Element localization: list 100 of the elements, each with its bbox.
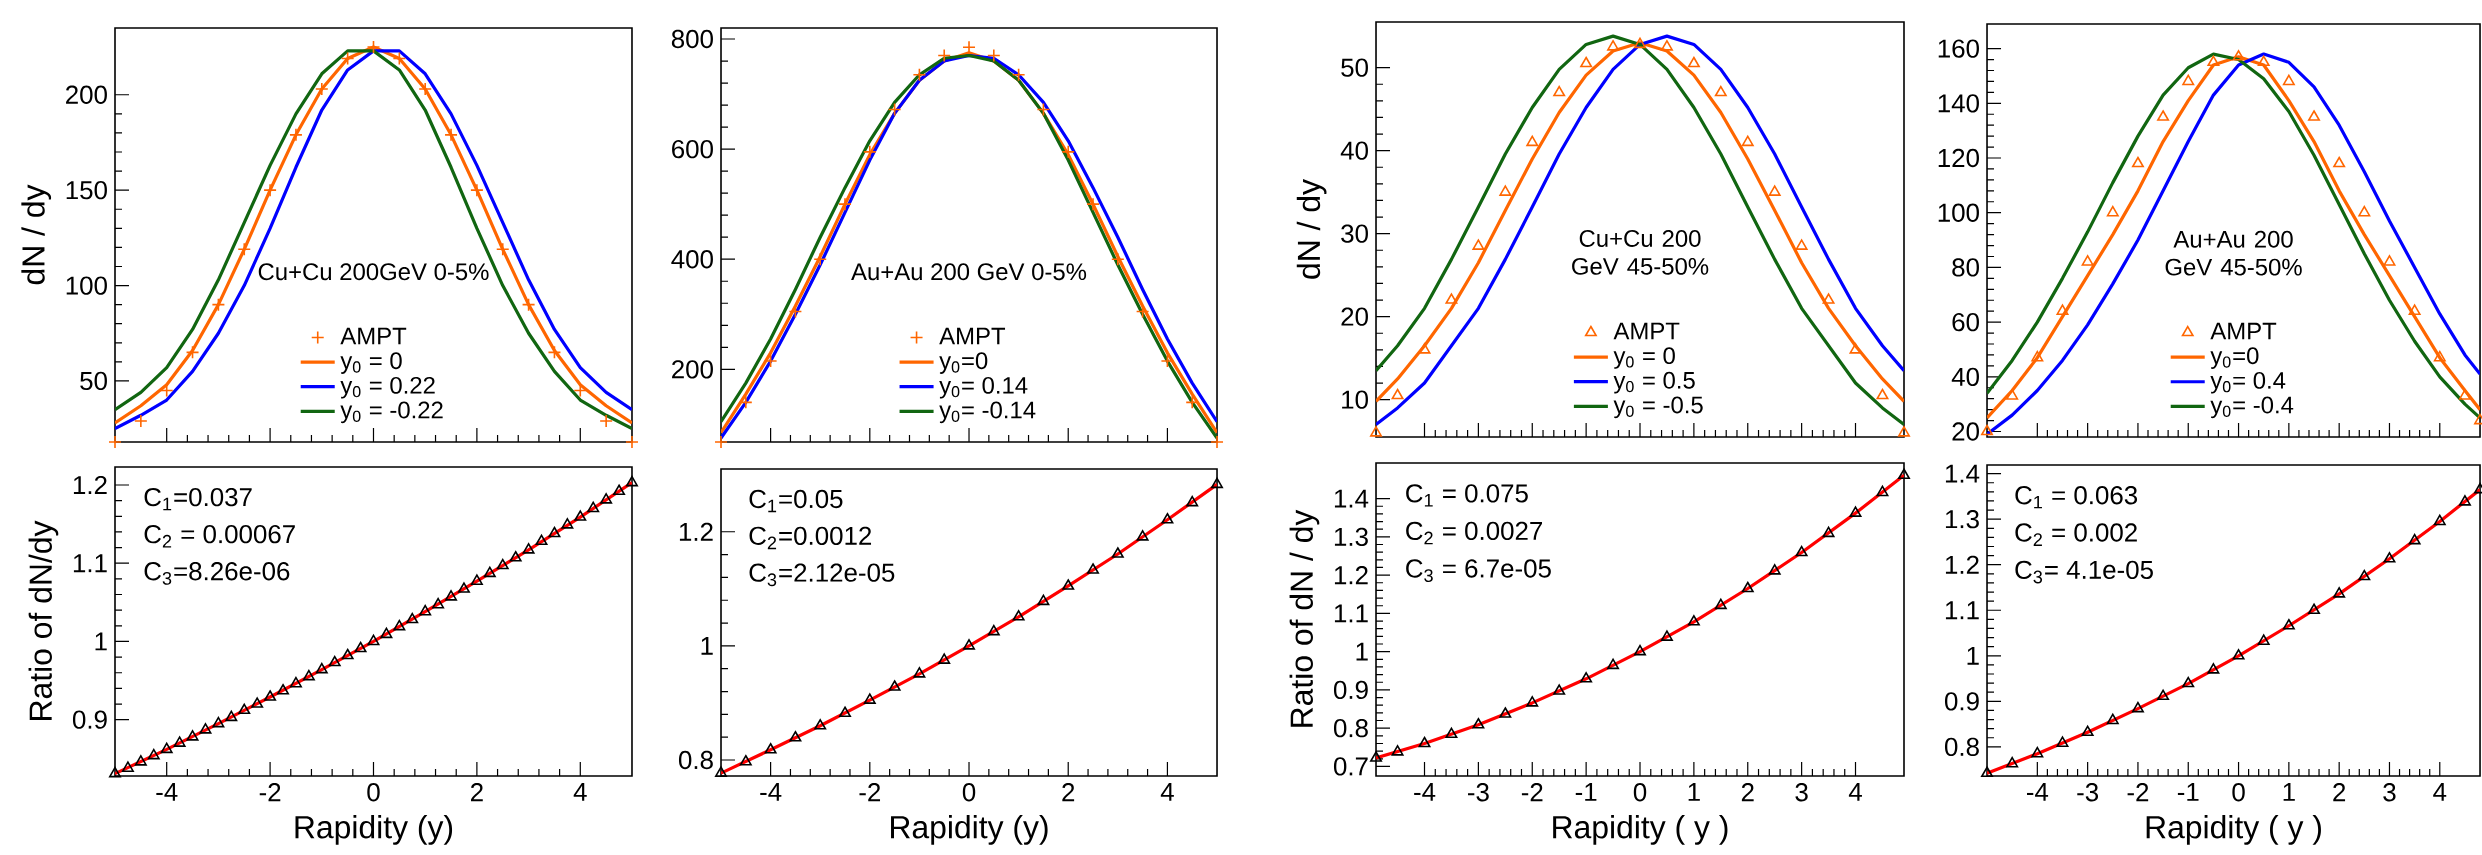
point (1822, 293, 1835, 304)
point (1768, 564, 1781, 575)
y-tick-label: 50 (1341, 58, 1368, 77)
point (1370, 426, 1383, 437)
point (496, 558, 509, 570)
y-tick-label: 10 (1342, 390, 1368, 409)
x-axis-title: Rapidity ( y ) (1553, 815, 1728, 845)
point (2383, 255, 2396, 266)
point (419, 604, 432, 616)
point (328, 655, 341, 667)
point (2207, 55, 2220, 67)
point (763, 354, 778, 368)
x-tick-label: 2 (1741, 783, 1754, 802)
x-tick-label: 4 (1848, 783, 1862, 801)
x-tick-label: 3 (1795, 783, 1808, 802)
point (863, 145, 877, 159)
y-tick-label: 50 (80, 371, 107, 391)
point (912, 68, 927, 82)
y-tick-label: 150 (66, 180, 107, 200)
y-tick-label: 100 (66, 276, 107, 295)
point (366, 40, 381, 54)
point (173, 736, 186, 747)
point (406, 612, 419, 624)
annotation: C$_{2}$ = 0.002 (2015, 523, 2137, 546)
legend-label: y$_{0}$=0 (2210, 347, 2259, 369)
y-tick-label: 1.2 (679, 522, 713, 541)
x-tick-label: 1 (1688, 783, 1700, 801)
point (444, 128, 458, 142)
legend-title: Cu+Cu 200 GeV 45-50% (1572, 230, 1709, 275)
point (1553, 684, 1566, 695)
point (367, 634, 380, 646)
point (987, 624, 1000, 636)
x-tick-label: -1 (2177, 783, 2199, 801)
point (2308, 603, 2321, 615)
point (1634, 37, 1646, 49)
point (289, 676, 302, 688)
point (251, 697, 264, 708)
point (457, 582, 470, 593)
point (600, 493, 613, 504)
point (1391, 745, 1404, 756)
y-tick-label: 1 (1356, 642, 1368, 661)
legend-label: y$_{0}$ = 0.22 (340, 376, 435, 399)
y-axis-title: Ratio of dN / dy (1289, 509, 1320, 727)
legend-label: y$_{0}$= -0.4 (2210, 396, 2294, 419)
y-tick-label: 1.3 (1945, 510, 1979, 529)
point (2433, 514, 2446, 526)
y-tick-label: 0.8 (678, 750, 713, 770)
point (2358, 205, 2371, 217)
y-tick-label: 40 (1340, 141, 1368, 160)
legend-label: y$_{0}$= 0.4 (2210, 371, 2286, 394)
y-tick-label: 20 (1341, 307, 1368, 326)
point (938, 653, 951, 664)
legend-label: AMPT (2210, 322, 2277, 340)
point (1687, 615, 1700, 626)
point (2458, 495, 2471, 506)
legend-title: Cu+Cu 200GeV 0-5% (258, 263, 489, 281)
legend-label: y$_{0}$ = -0.5 (1613, 396, 1703, 419)
point (1981, 766, 1994, 778)
x-tick-label: 0 (962, 783, 976, 802)
point (764, 742, 777, 754)
y-tick-label: 200 (672, 360, 713, 379)
legend-label: AMPT (1613, 322, 1680, 340)
y-tick-label: 0.8 (1944, 737, 1979, 757)
point (613, 484, 626, 496)
y-tick-label: 1.3 (1334, 527, 1368, 547)
legend-label: AMPT (340, 327, 407, 345)
point (2207, 663, 2220, 674)
annotation: C$_{2}$ = 0.0027 (1406, 521, 1542, 545)
point (1418, 736, 1431, 748)
point (2056, 736, 2069, 748)
point (1553, 85, 1566, 97)
point (1714, 85, 1727, 97)
point (1445, 293, 1458, 304)
point (432, 597, 445, 609)
point (2282, 74, 2295, 86)
x-tick-label: -3 (2077, 783, 2099, 802)
point (470, 574, 483, 586)
x-tick-label: -1 (1575, 783, 1597, 801)
x-tick-label: 4 (2433, 783, 2447, 801)
point (1062, 579, 1075, 590)
point (1660, 630, 1673, 641)
point (264, 690, 277, 701)
point (625, 435, 639, 449)
y-tick-label: 160 (1938, 39, 1979, 58)
x-tick-label: 1 (2283, 783, 2295, 801)
annotation: C$_{2}$ = 0.00067 (144, 525, 295, 548)
point (863, 693, 876, 704)
annotation: C$_{3}$ = 6.7e-05 (1406, 559, 1551, 582)
point (509, 550, 522, 562)
x-tick-label: -4 (156, 783, 178, 801)
annotation: C$_{1}$ = 0.075 (1406, 484, 1528, 507)
y-tick-label: 20 (1952, 422, 1979, 441)
point (1136, 530, 1149, 541)
point (238, 703, 251, 715)
point (108, 435, 122, 449)
point (1634, 644, 1646, 656)
point (2257, 55, 2270, 67)
point (561, 518, 574, 529)
y-tick-label: 1.1 (73, 554, 107, 573)
legend-title: Au+Au 200 GeV 0-5% (851, 263, 1087, 281)
